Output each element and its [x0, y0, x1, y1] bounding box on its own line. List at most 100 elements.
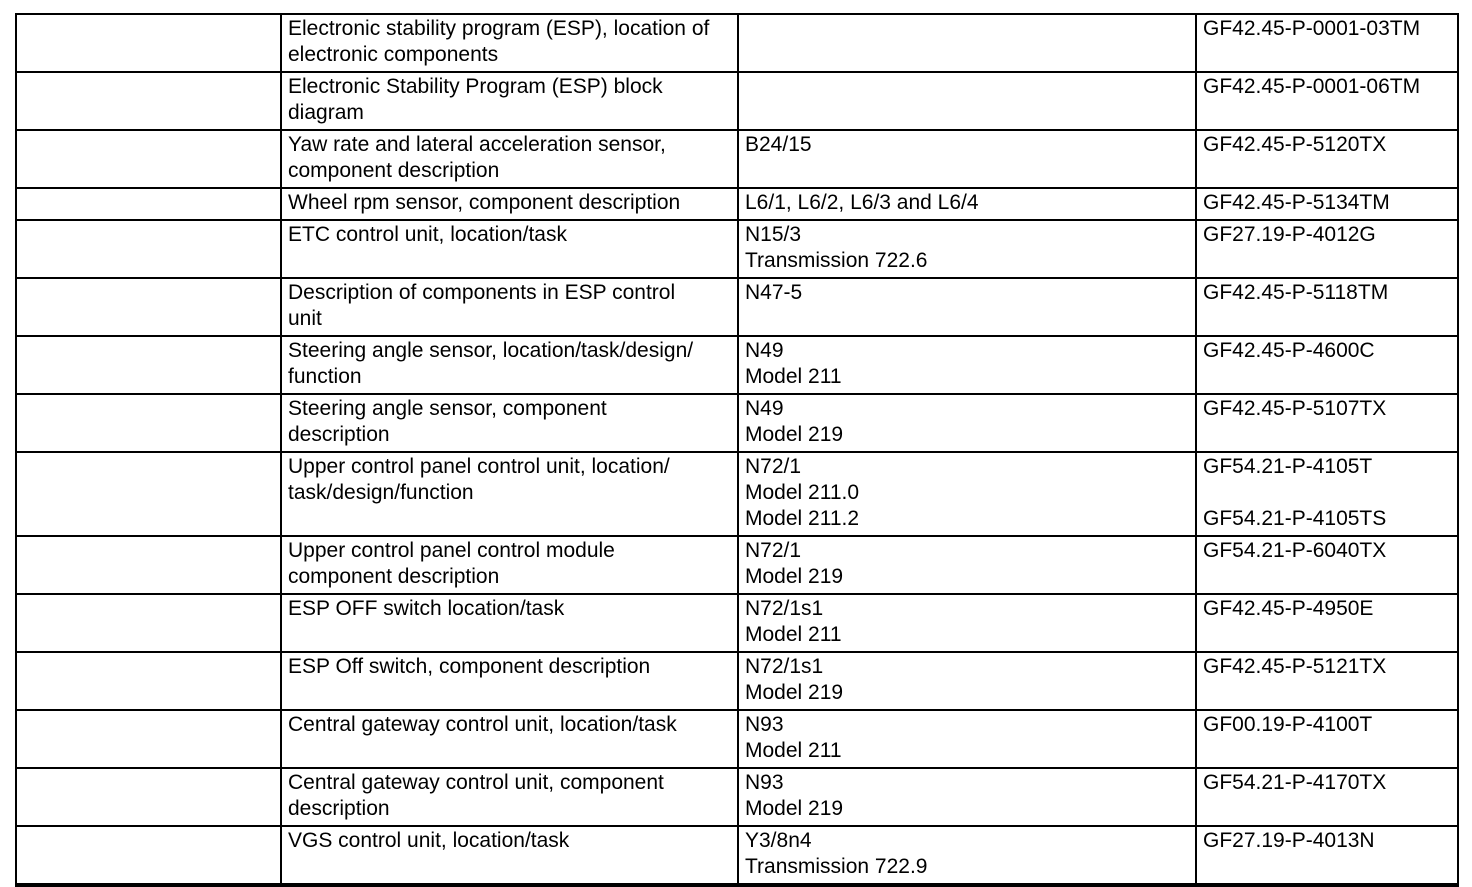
table-row: Steering angle sensor, component descript… [15, 393, 1459, 453]
table-row: ETC control unit, location/task N15/3 Tran… [15, 219, 1459, 279]
cell-line: Wheel rpm sensor, component description [288, 191, 681, 214]
spacer-cell [15, 71, 282, 131]
cell-line: component description [288, 565, 500, 588]
topic-cell: ETC control unit, location/task [280, 219, 739, 279]
topic-cell: Electronic stability program (ESP), loca… [280, 13, 739, 73]
cell-line: description [288, 423, 390, 446]
cell-line: Central gateway control unit, component [288, 771, 664, 794]
cell-line: GF42.45-P-0001-06TM [1203, 75, 1421, 98]
table-row: Central gateway control unit, component d… [15, 767, 1459, 827]
cell-line: GF42.45-P-5134TM [1203, 191, 1390, 214]
table-row: Electronic Stability Program (ESP) block… [15, 71, 1459, 131]
spacer-cell [15, 335, 282, 395]
cell-line: N47-5 [745, 281, 803, 304]
document-number-cell: GF42.45-P-5118TM [1195, 277, 1459, 337]
cell-line: Model 219 [745, 681, 844, 704]
cell-line [1203, 480, 1451, 506]
cell-line: Description of components in ESP control [288, 281, 676, 304]
document-number-cell: GF54.21-P-6040TX [1195, 535, 1459, 595]
table-row: Description of components in ESP control… [15, 277, 1459, 337]
cell-line: GF42.45-P-5107TX [1203, 397, 1387, 420]
cell-line: N72/1 [745, 455, 802, 478]
spacer-cell [15, 825, 282, 887]
document-page: Electronic stability program (ESP), loca… [15, 13, 1459, 887]
cell-line: Model 211 [745, 365, 842, 388]
cell-line: ESP Off switch, component description [288, 655, 651, 678]
cell-line: N93 [745, 713, 784, 736]
document-number-cell: GF00.19-P-4100T [1195, 709, 1459, 769]
component-cell [737, 71, 1197, 131]
component-cell: L6/1, L6/2, L6/3 and L6/4 [737, 187, 1197, 221]
cell-line: N49 [745, 339, 784, 362]
component-cell: B24/15 [737, 129, 1197, 189]
component-cell: N15/3 Transmission 722.6 [737, 219, 1197, 279]
cell-line: GF54.21-P-4170TX [1203, 771, 1387, 794]
cell-line: GF42.45-P-5120TX [1203, 133, 1387, 156]
cell-line: Model 211.2 [745, 507, 860, 530]
cell-line: N72/1s1 [745, 655, 824, 678]
cell-line: component description [288, 159, 500, 182]
table-row: ESP Off switch, component description N72… [15, 651, 1459, 711]
cell-line: GF54.21-P-6040TX [1203, 539, 1387, 562]
cell-line: Transmission 722.6 [745, 249, 928, 272]
spacer-cell [15, 593, 282, 653]
component-cell: N72/1s1 Model 219 [737, 651, 1197, 711]
table-row: Upper control panel control unit, locati… [15, 451, 1459, 537]
table-row: Upper control panel control module compon… [15, 535, 1459, 595]
component-cell: N93 Model 211 [737, 709, 1197, 769]
cell-line: L6/1, L6/2, L6/3 and L6/4 [745, 191, 979, 214]
cell-line: Electronic stability program (ESP), loca… [288, 17, 710, 40]
cell-line: GF27.19-P-4013N [1203, 829, 1375, 852]
component-cell: N72/1 Model 219 [737, 535, 1197, 595]
cell-line: GF42.45-P-4600C [1203, 339, 1375, 362]
cell-line: N49 [745, 397, 784, 420]
topic-cell: Central gateway control unit, location/t… [280, 709, 739, 769]
cell-line: N15/3 [745, 223, 802, 246]
table-row: Electronic stability program (ESP), loca… [15, 13, 1459, 73]
table-row: Wheel rpm sensor, component description L… [15, 187, 1459, 221]
topic-cell: Central gateway control unit, component d… [280, 767, 739, 827]
component-cell: N72/1 Model 211.0 Model 211.2 [737, 451, 1197, 537]
cell-line: ESP OFF switch location/task [288, 597, 565, 620]
cell-line: N93 [745, 771, 784, 794]
cell-line: Model 211 [745, 739, 842, 762]
topic-cell: Steering angle sensor, component descript… [280, 393, 739, 453]
document-table: Electronic stability program (ESP), loca… [15, 13, 1459, 887]
component-cell: N49 Model 211 [737, 335, 1197, 395]
table-row: VGS control unit, location/task Y3/8n4 Tra… [15, 825, 1459, 887]
cell-line: N72/1 [745, 539, 802, 562]
cell-line: VGS control unit, location/task [288, 829, 570, 852]
document-number-cell: GF42.45-P-5120TX [1195, 129, 1459, 189]
cell-line: Upper control panel control module [288, 539, 615, 562]
spacer-cell [15, 767, 282, 827]
spacer-cell [15, 535, 282, 595]
cell-line: function [288, 365, 362, 388]
document-number-cell: GF42.45-P-5107TX [1195, 393, 1459, 453]
document-number-cell: GF42.45-P-0001-06TM [1195, 71, 1459, 131]
table-row: Central gateway control unit, location/t… [15, 709, 1459, 769]
cell-line: GF27.19-P-4012G [1203, 223, 1376, 246]
document-number-cell: GF54.21-P-4170TX [1195, 767, 1459, 827]
spacer-cell [15, 393, 282, 453]
component-cell: N47-5 [737, 277, 1197, 337]
spacer-cell [15, 129, 282, 189]
cell-line: GF42.45-P-4950E [1203, 597, 1374, 620]
cell-line: electronic components [288, 43, 499, 66]
cell-line: Steering angle sensor, component [288, 397, 607, 420]
spacer-cell [15, 651, 282, 711]
topic-cell: Upper control panel control module compon… [280, 535, 739, 595]
document-number-cell: GF42.45-P-5121TX [1195, 651, 1459, 711]
topic-cell: Description of components in ESP control… [280, 277, 739, 337]
cell-line: GF54.21-P-4105TS [1203, 507, 1387, 530]
component-cell [737, 13, 1197, 73]
cell-line: GF42.45-P-5121TX [1203, 655, 1387, 678]
topic-cell: VGS control unit, location/task [280, 825, 739, 887]
document-number-cell: GF54.21-P-4105T GF54.21-P-4105TS [1195, 451, 1459, 537]
cell-line: ETC control unit, location/task [288, 223, 567, 246]
cell-line: GF42.45-P-5118TM [1203, 281, 1389, 304]
topic-cell: Wheel rpm sensor, component description [280, 187, 739, 221]
topic-cell: Electronic Stability Program (ESP) block… [280, 71, 739, 131]
spacer-cell [15, 219, 282, 279]
document-number-cell: GF27.19-P-4012G [1195, 219, 1459, 279]
table-row: Steering angle sensor, location/task/des… [15, 335, 1459, 395]
